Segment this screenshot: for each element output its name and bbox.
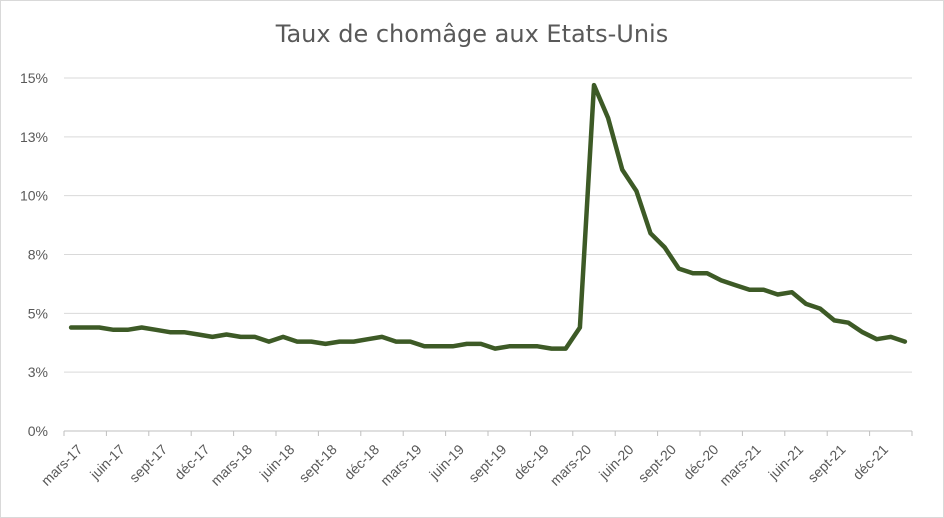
y-tick-label: 5% bbox=[28, 305, 48, 321]
series-line bbox=[68, 82, 908, 351]
y-tick-label: 13% bbox=[20, 129, 48, 145]
x-tick-label: sept-17 bbox=[126, 441, 170, 485]
y-tick-label: 15% bbox=[20, 70, 48, 86]
y-tick-label: 8% bbox=[28, 247, 48, 263]
x-tick-label: juin-17 bbox=[86, 441, 128, 483]
x-tick-label: sept-18 bbox=[296, 441, 340, 485]
x-tick-label: mars-19 bbox=[377, 441, 425, 489]
x-tick-label: juin-19 bbox=[425, 441, 467, 483]
gridlines bbox=[64, 77, 912, 432]
x-tick-label: juin-20 bbox=[595, 441, 637, 483]
x-tick-label: sept-20 bbox=[635, 441, 679, 485]
y-tick-label: 0% bbox=[28, 423, 48, 439]
x-tick-label: mars-20 bbox=[547, 441, 595, 489]
x-tick-label: sept-21 bbox=[804, 441, 848, 485]
x-tick-label: mars-17 bbox=[38, 441, 86, 489]
x-tick-label: juin-18 bbox=[256, 441, 298, 483]
x-tick-label: déc-21 bbox=[849, 441, 891, 483]
series-layer bbox=[68, 82, 908, 351]
x-tick-label: déc-19 bbox=[510, 441, 552, 483]
chart-title: Taux de chomâge aux Etats-Unis bbox=[275, 20, 669, 48]
y-tick-label: 3% bbox=[28, 364, 48, 380]
x-tick-label: juin-21 bbox=[765, 441, 807, 483]
x-tick-label: déc-20 bbox=[680, 441, 722, 483]
x-tick-label: sept-19 bbox=[465, 441, 509, 485]
y-axis-ticks: 0% 3% 5% 8% 10% 13% 15% bbox=[20, 70, 48, 439]
x-tick-label: déc-18 bbox=[341, 441, 383, 483]
x-tick-label: déc-17 bbox=[171, 441, 213, 483]
y-tick-label: 10% bbox=[20, 188, 48, 204]
x-tick-label: mars-18 bbox=[207, 441, 255, 489]
x-tick-label: mars-21 bbox=[716, 441, 764, 489]
